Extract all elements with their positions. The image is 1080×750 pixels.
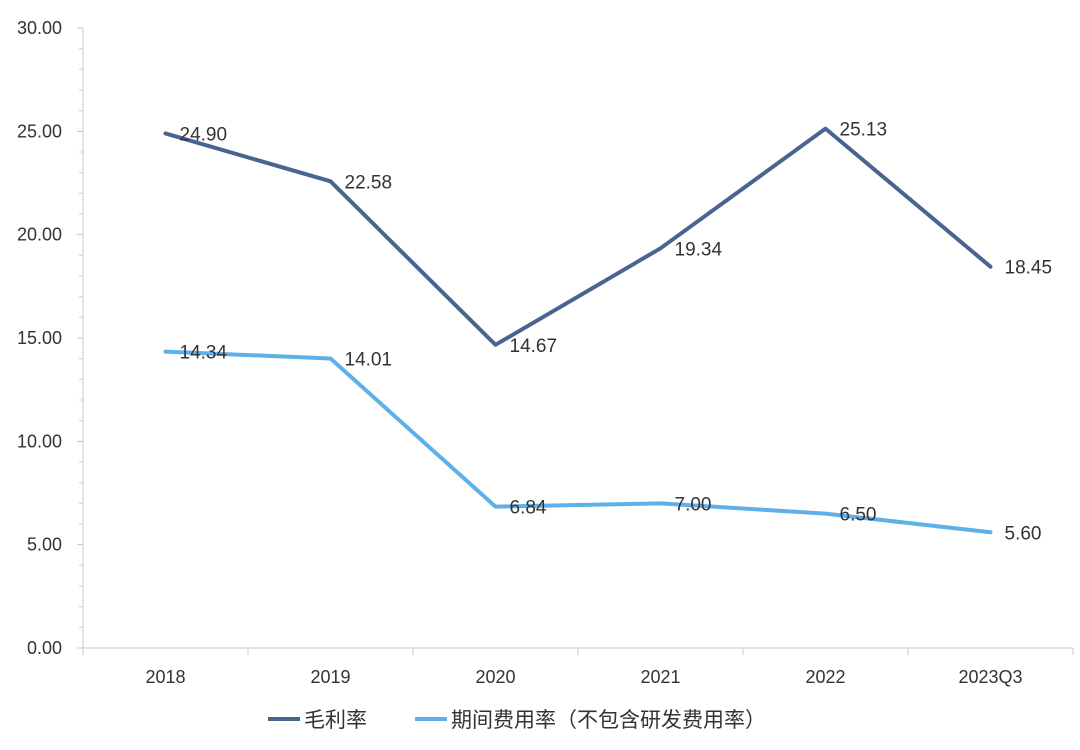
- series-line-2: [163, 349, 993, 535]
- data-label: 18.45: [1005, 258, 1053, 279]
- data-label: 25.13: [840, 120, 888, 141]
- data-label: 14.01: [345, 349, 393, 370]
- data-label: 6.50: [840, 505, 877, 526]
- data-label: 14.34: [180, 343, 228, 364]
- data-label: 6.84: [510, 498, 547, 519]
- y-tick-label: 25.00: [17, 121, 62, 141]
- x-tick-label: 2023Q3: [958, 667, 1022, 687]
- data-label: 14.67: [510, 336, 558, 357]
- legend: 毛利率 期间费用率（不包含研发费用率）: [268, 708, 766, 732]
- y-tick-label: 20.00: [17, 225, 62, 245]
- x-tick-label: 2021: [640, 667, 680, 687]
- legend-label: 毛利率: [304, 708, 367, 732]
- y-tick-label: 30.00: [17, 18, 62, 38]
- x-tick-label: 2019: [310, 667, 350, 687]
- y-tick-label: 10.00: [17, 431, 62, 451]
- data-label: 5.60: [1005, 523, 1042, 544]
- data-label: 24.90: [180, 124, 228, 145]
- data-label: 7.00: [675, 494, 712, 515]
- x-tick-label: 2022: [805, 667, 845, 687]
- y-tick-label: 15.00: [17, 328, 62, 348]
- data-label: 19.34: [675, 239, 723, 260]
- x-tick-label: 2018: [145, 667, 185, 687]
- x-axis: 2018 2019 2020 2021 2022 2023Q3: [82, 647, 1074, 687]
- series-layer: [163, 126, 993, 535]
- x-tick-label: 2020: [475, 667, 515, 687]
- series-line-1: [163, 126, 993, 347]
- legend-label: 期间费用率（不包含研发费用率）: [451, 708, 766, 732]
- data-labels: 24.90 22.58 14.67 19.34 25.13 18.45 14.34 14.01…: [180, 120, 1053, 545]
- y-tick-label: 0.00: [27, 638, 62, 658]
- y-axis: 0.00 5.00 10.00 15.00 20.00 25.00 30.00: [17, 18, 84, 658]
- data-label: 22.58: [345, 172, 393, 193]
- y-tick-label: 5.00: [27, 535, 62, 555]
